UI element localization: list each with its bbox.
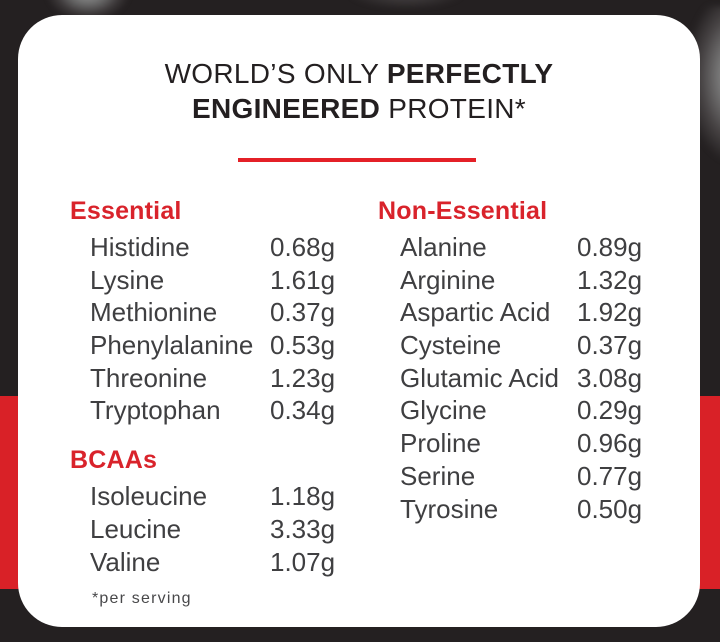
headline-regular-text: WORLD’S ONLY [164, 58, 387, 89]
amino-value: 3.33g [270, 513, 336, 544]
section-heading-bcaas: BCAAs [70, 446, 158, 475]
amino-name: Cysteine [400, 330, 502, 361]
right-column: Non-Essential Alanine 0.89g Arginine 1.32g… [378, 197, 686, 525]
amino-name: Histidine [90, 232, 190, 262]
amino-row: Leucine 3.33g [70, 513, 370, 546]
amino-row: Glycine 0.29g [378, 394, 686, 427]
amino-row: Aspartic Acid 1.92g [378, 296, 686, 329]
amino-row: Proline 0.96g [378, 427, 686, 460]
headline-bold-text: ENGINEERED [192, 93, 381, 124]
headline-bold-text: PERFECTLY [386, 58, 554, 89]
amino-value: 3.08g [577, 362, 643, 393]
amino-row: Lysine 1.61g [70, 264, 370, 297]
amino-value: 0.34g [270, 395, 336, 426]
amino-name: Tryptophan [90, 395, 221, 426]
amino-row: Methionine 0.37g [70, 296, 370, 329]
footnote: *per serving [92, 590, 192, 607]
amino-name: Threonine [90, 362, 208, 393]
amino-row: Threonine 1.23g [70, 362, 370, 395]
red-divider [238, 158, 476, 162]
amino-row: Serine 0.77g [378, 460, 686, 493]
amino-row: Tryptophan 0.34g [70, 394, 370, 427]
amino-row: Arginine 1.32g [378, 264, 686, 297]
amino-name: Tyrosine [400, 493, 499, 524]
non-essential-section: Non-Essential Alanine 0.89g Arginine 1.32g… [378, 197, 686, 525]
amino-row: Isoleucine 1.18g [70, 480, 370, 513]
amino-value: 1.18g [270, 481, 336, 512]
amino-value: 0.53g [270, 330, 336, 361]
section-heading-non-essential: Non-Essential [378, 197, 548, 225]
amino-value: 0.68g [270, 232, 336, 262]
amino-value: 0.37g [270, 297, 336, 328]
amino-name: Valine [90, 546, 161, 577]
amino-row: Glutamic Acid 3.08g [378, 362, 686, 395]
amino-row: Phenylalanine 0.53g [70, 329, 370, 362]
amino-name: Leucine [90, 513, 182, 544]
amino-row: Histidine 0.68g [70, 231, 370, 264]
amino-name: Methionine [90, 297, 218, 328]
amino-name: Proline [400, 428, 481, 459]
amino-name: Isoleucine [90, 481, 208, 512]
amino-value: 0.96g [577, 428, 643, 459]
section-heading-essential: Essential [70, 197, 182, 225]
amino-row: Tyrosine 0.50g [378, 493, 686, 526]
essential-section: Essential Histidine 0.68g Lysine 1.61g Met… [70, 197, 370, 427]
amino-value: 1.32g [577, 264, 643, 295]
amino-row: Cysteine 0.37g [378, 329, 686, 362]
photo-fragment [348, 0, 464, 9]
amino-name: Aspartic Acid [400, 297, 551, 328]
amino-value: 0.77g [577, 460, 643, 491]
headline-regular-text: PROTEIN* [380, 93, 526, 124]
amino-value: 1.61g [270, 264, 336, 295]
amino-name: Phenylalanine [90, 330, 254, 361]
headline-line-2: ENGINEERED PROTEIN* [18, 91, 700, 126]
left-column: Essential Histidine 0.68g Lysine 1.61g Met… [70, 197, 370, 578]
amino-name: Glutamic Acid [400, 362, 559, 393]
info-card: WORLD’S ONLY PERFECTLY ENGINEERED PROTEI… [18, 15, 700, 627]
amino-row: Valine 1.07g [70, 546, 370, 579]
amino-value: 0.29g [577, 395, 643, 426]
bcaas-section: BCAAs Isoleucine 1.18g Leucine 3.33g Valin… [70, 446, 370, 578]
amino-name: Lysine [90, 264, 165, 295]
amino-value: 0.37g [577, 330, 643, 361]
amino-row: Alanine 0.89g [378, 231, 686, 264]
headline-line-1: WORLD’S ONLY PERFECTLY [18, 56, 700, 91]
amino-value: 1.07g [270, 546, 336, 577]
amino-name: Serine [400, 460, 476, 491]
amino-name: Arginine [400, 264, 496, 295]
amino-value: 1.23g [270, 362, 336, 393]
amino-value: 0.50g [577, 493, 643, 524]
headline: WORLD’S ONLY PERFECTLY ENGINEERED PROTEI… [18, 56, 700, 126]
amino-name: Glycine [400, 395, 487, 426]
amino-value: 1.92g [577, 297, 643, 328]
amino-name: Alanine [400, 232, 487, 262]
amino-value: 0.89g [577, 232, 643, 262]
